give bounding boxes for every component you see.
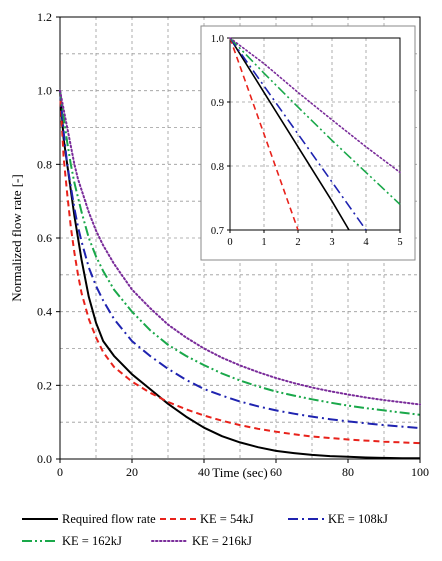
series-line <box>59 90 421 430</box>
inset-panel <box>200 25 416 261</box>
y-tick-label: 1.0 <box>37 84 52 98</box>
inset-y-tick-label: 1.0 <box>211 34 224 45</box>
y-axis-title: Normalized flow rate [-] <box>9 174 24 301</box>
legend-label: Required flow rate <box>62 512 156 526</box>
inset-frame <box>229 37 401 231</box>
legend-label: KE = 108kJ <box>328 512 388 526</box>
y-tick-label: 0.8 <box>37 157 52 171</box>
inset-x-tick-label: 5 <box>397 237 402 248</box>
series-line <box>59 89 421 406</box>
x-tick-label: 0 <box>57 465 63 479</box>
inset-y-tick-label: 0.7 <box>211 226 224 237</box>
x-tick-label: 60 <box>270 465 282 479</box>
x-tick-label: 40 <box>198 465 210 479</box>
y-tick-label: 0.4 <box>37 305 52 319</box>
inset-series-line <box>229 37 401 174</box>
inset-series-line <box>229 37 299 231</box>
legend-label: KE = 54kJ <box>200 512 254 526</box>
legend-label: KE = 216kJ <box>192 534 252 548</box>
y-tick-label: 1.2 <box>37 10 52 24</box>
inset-series-line <box>229 37 350 231</box>
x-tick-label: 80 <box>342 465 354 479</box>
inset-x-tick-label: 2 <box>295 237 300 248</box>
x-axis-title: Time (sec) <box>212 465 268 480</box>
inset-x-tick-label: 3 <box>329 237 334 248</box>
series-line <box>59 90 421 445</box>
y-tick-label: 0.0 <box>37 452 52 466</box>
inset-x-tick-label: 1 <box>261 237 266 248</box>
series-line <box>59 90 420 460</box>
inset-series-line <box>229 37 401 205</box>
inset-y-tick-label: 0.9 <box>211 98 224 109</box>
inset-x-tick-label: 0 <box>227 237 232 248</box>
x-tick-label: 100 <box>411 465 429 479</box>
series-line <box>59 90 421 416</box>
inset-x-tick-label: 4 <box>363 237 369 248</box>
x-tick-label: 20 <box>126 465 138 479</box>
y-tick-label: 0.6 <box>37 231 52 245</box>
inset-y-tick-label: 0.8 <box>211 162 224 173</box>
y-tick-label: 0.2 <box>37 378 52 392</box>
legend-label: KE = 162kJ <box>62 534 122 548</box>
